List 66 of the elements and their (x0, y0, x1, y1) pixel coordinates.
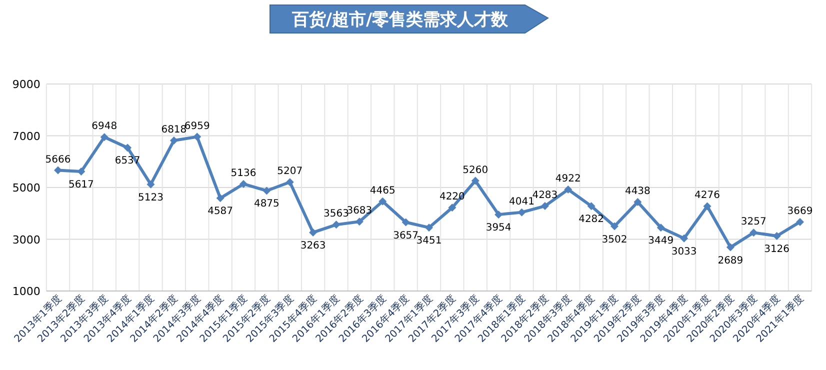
data-label: 4875 (254, 198, 280, 210)
data-label: 3449 (648, 236, 674, 247)
point (726, 243, 734, 252)
data-label: 5207 (277, 166, 303, 178)
point (309, 228, 318, 236)
data-label: 3563 (324, 208, 349, 220)
y-tick-label: 1000 (12, 285, 40, 298)
data-label: 5136 (230, 168, 256, 179)
data-label: 4041 (509, 196, 534, 208)
point (146, 180, 155, 188)
point (540, 202, 549, 210)
point (796, 218, 804, 226)
data-label: 3657 (393, 230, 419, 242)
point (124, 144, 132, 152)
point (610, 222, 618, 230)
point (448, 204, 456, 212)
data-label: 3502 (602, 234, 628, 246)
point (518, 208, 526, 216)
point (703, 202, 712, 210)
point (100, 133, 108, 142)
point (425, 224, 433, 232)
point (656, 224, 665, 232)
chart-title: 百货/超市/零售类需求人才数 (290, 10, 510, 30)
point (564, 186, 572, 194)
data-label: 5123 (138, 192, 164, 204)
y-tick-label: 5000 (12, 182, 40, 194)
data-label: 4276 (694, 190, 720, 202)
data-label: 4465 (370, 185, 396, 196)
point (587, 202, 596, 210)
data-label: 3033 (671, 246, 697, 258)
point (286, 178, 294, 186)
point (402, 218, 410, 226)
point (262, 186, 271, 195)
y-tick-label: 9000 (12, 78, 40, 91)
point (54, 166, 62, 174)
data-label: 5666 (45, 154, 71, 166)
data-label: 4283 (532, 190, 558, 202)
data-label: 4438 (624, 186, 650, 198)
point (216, 194, 224, 202)
point (772, 232, 781, 240)
data-label: 4922 (555, 174, 581, 185)
data-label: 3669 (787, 206, 813, 217)
data-label: 2689 (718, 255, 744, 266)
point (332, 220, 340, 229)
data-label: 3263 (300, 240, 326, 252)
data-label: 3257 (740, 216, 766, 228)
y-tick-label: 7000 (12, 130, 40, 143)
point (193, 132, 202, 141)
data-label: 3126 (764, 244, 790, 255)
data-label: 4282 (578, 214, 604, 226)
point (471, 176, 480, 185)
data-label: 6948 (92, 121, 118, 132)
point (750, 228, 758, 237)
point (680, 234, 688, 242)
data-label: 5260 (462, 164, 488, 176)
data-label: 3451 (416, 236, 442, 247)
point (494, 210, 503, 219)
data-label: 3954 (486, 222, 512, 234)
point (240, 180, 248, 188)
data-label: 5617 (68, 180, 94, 191)
point (77, 168, 86, 176)
point (634, 198, 642, 206)
point (378, 197, 387, 206)
y-tick-label: 3000 (12, 233, 40, 246)
point (170, 136, 178, 144)
data-label: 4587 (208, 206, 234, 218)
